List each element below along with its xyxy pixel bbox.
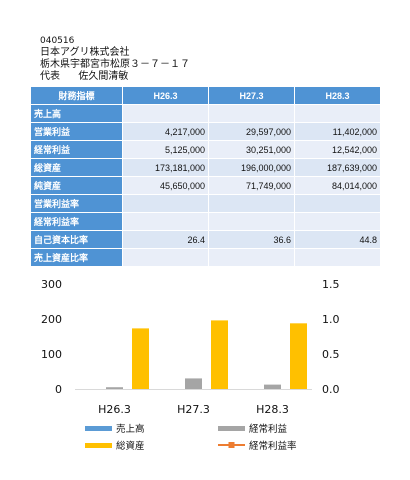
table-cell: 26.4: [122, 230, 209, 249]
y-left-tick-label: 100: [41, 348, 62, 361]
row-label: 営業利益率: [30, 194, 123, 213]
table-cell: 187,639,000: [294, 158, 381, 177]
table-cell: 12,542,000: [294, 140, 381, 159]
table-row: 自己資本比率 26.4 36.6 44.8: [30, 230, 381, 249]
financial-indicators-table: 財務指標 H26.3 H27.3 H28.3 売上高 営業利益 4,217,00…: [30, 86, 381, 267]
table-cell: 71,749,000: [208, 176, 295, 195]
table-row: 経常利益率: [30, 212, 381, 231]
table-row: 総資産 173,181,000 196,000,000 187,639,000: [30, 158, 381, 177]
table-cell: [122, 248, 209, 267]
table-cell: 29,597,000: [208, 122, 295, 141]
table-cell: [294, 104, 381, 123]
legend-label: 総資産: [116, 440, 145, 452]
row-label: 純資産: [30, 176, 123, 195]
legend-label: 売上高: [116, 423, 145, 435]
table-cell: [294, 248, 381, 267]
row-label: 経常利益率: [30, 212, 123, 231]
representative-name: 佐久間清敏: [78, 71, 129, 82]
table-cell: [294, 212, 381, 231]
y-right-tick-label: 0.0: [322, 383, 340, 396]
table-row: 売上高: [30, 104, 381, 123]
bar-総資産: [132, 328, 149, 389]
table-header-row: 財務指標 H26.3 H27.3 H28.3: [30, 86, 381, 105]
y-right-tick-label: 0.5: [322, 348, 340, 361]
y-right-tick-label: 1.5: [322, 278, 340, 291]
table-cell: [208, 104, 295, 123]
representative-label: 代表: [40, 71, 60, 82]
legend-swatch: [218, 426, 245, 431]
y-left-tick-label: 300: [41, 278, 62, 291]
table-cell: 45,650,000: [122, 176, 209, 195]
legend-label: 経常利益: [249, 423, 288, 435]
table-cell: 44.8: [294, 230, 381, 249]
table-cell: 196,000,000: [208, 158, 295, 177]
table-cell: 5,125,000: [122, 140, 209, 159]
table-cell: 30,251,000: [208, 140, 295, 159]
column-header: H26.3: [122, 86, 209, 105]
row-label: 総資産: [30, 158, 123, 177]
legend-marker: [228, 442, 235, 448]
x-tick-label: H28.3: [256, 403, 289, 416]
table-row: 営業利益 4,217,000 29,597,000 11,402,000: [30, 122, 381, 141]
column-header: H27.3: [208, 86, 295, 105]
table-cell: [122, 104, 209, 123]
x-tick-label: H27.3: [177, 403, 210, 416]
column-header: H28.3: [294, 86, 381, 105]
table-row: 営業利益率: [30, 194, 381, 213]
legend-label: 経常利益率: [249, 440, 297, 452]
company-address: 栃木県宇都宮市松原３－７－１７: [40, 59, 190, 70]
table-cell: 36.6: [208, 230, 295, 249]
y-left-tick-label: 200: [41, 313, 62, 326]
bar-経常利益: [185, 378, 202, 389]
table-cell: 11,402,000: [294, 122, 381, 141]
table-cell: 4,217,000: [122, 122, 209, 141]
table-cell: 84,014,000: [294, 176, 381, 195]
table-cell: [208, 248, 295, 267]
table-cell: [294, 194, 381, 213]
table-row: 経常利益 5,125,000 30,251,000 12,542,000: [30, 140, 381, 159]
company-name: 日本アグリ株式会社: [40, 47, 130, 58]
row-label: 営業利益: [30, 122, 123, 141]
row-label: 経常利益: [30, 140, 123, 159]
table-cell: 173,181,000: [122, 158, 209, 177]
company-code: 040516: [40, 36, 75, 46]
y-right-tick-label: 1.0: [322, 313, 340, 326]
bar-総資産: [290, 323, 307, 389]
bar-総資産: [211, 320, 228, 389]
company-representative: 代表 佐久間清敏: [40, 71, 128, 82]
row-label: 売上資産比率: [30, 248, 123, 267]
x-tick-label: H26.3: [98, 403, 131, 416]
table-cell: [122, 194, 209, 213]
row-label: 売上高: [30, 104, 123, 123]
row-label: 自己資本比率: [30, 230, 123, 249]
table-cell: [208, 212, 295, 231]
y-left-tick-label: 0: [55, 383, 62, 396]
table-cell: [122, 212, 209, 231]
bar-経常利益: [264, 384, 281, 389]
legend-swatch: [85, 443, 112, 448]
table-cell: [208, 194, 295, 213]
legend-swatch: [85, 426, 112, 431]
table-row: 売上資産比率: [30, 248, 381, 267]
bar-経常利益: [106, 387, 123, 389]
table-row: 純資産 45,650,000 71,749,000 84,014,000: [30, 176, 381, 195]
table-header-label: 財務指標: [30, 86, 123, 105]
